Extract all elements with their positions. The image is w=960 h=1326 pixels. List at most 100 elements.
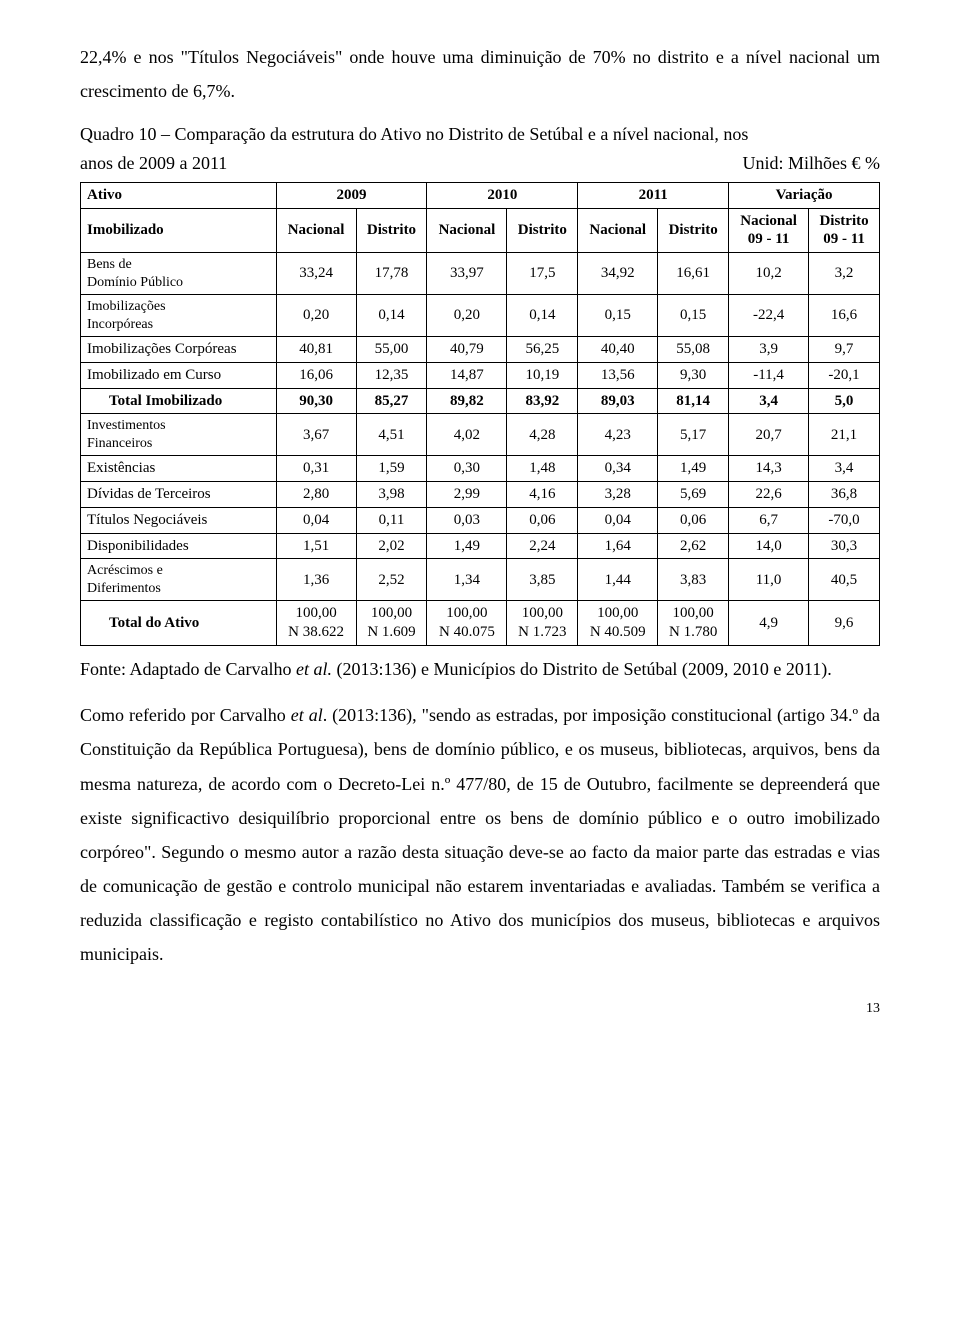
fonte-prefix: Fonte: Adaptado de Carvalho [80,659,296,679]
row-label: Bens deDomínio Público [81,253,277,295]
row-label: Total Imobilizado [81,388,277,414]
cell: 0,11 [356,507,427,533]
cell: 0,30 [427,456,507,482]
body-paragraph: Como referido por Carvalho et al. (2013:… [80,698,880,972]
cell: 0,15 [578,295,658,337]
cell: 40,81 [276,337,356,363]
h-nac-0911: Nacional09 - 11 [729,208,809,253]
cell: 1,49 [427,533,507,559]
page-number: 13 [80,996,880,1023]
cell: 0,20 [276,295,356,337]
body-etal: et al [291,705,323,725]
cell: 2,02 [356,533,427,559]
cell: 1,48 [507,456,578,482]
cell: 83,92 [507,388,578,414]
cell: 14,0 [729,533,809,559]
cell: 17,5 [507,253,578,295]
table-row: ImobilizaçõesIncorpóreas0,200,140,200,14… [81,295,880,337]
cell: 16,06 [276,362,356,388]
cell: 4,9 [729,601,809,646]
cell: 1,49 [658,456,729,482]
h-nac-3: Nacional [578,208,658,253]
cell: 0,04 [276,507,356,533]
cell: 40,5 [809,559,880,601]
cell: 4,23 [578,414,658,456]
cell: 100,00N 40.075 [427,601,507,646]
cell: 5,69 [658,482,729,508]
cell: 13,56 [578,362,658,388]
cell: 4,51 [356,414,427,456]
cell: 100,00N 38.622 [276,601,356,646]
h-2009: 2009 [276,182,427,208]
h-2010: 2010 [427,182,578,208]
cell: 12,35 [356,362,427,388]
row-label: Total do Ativo [81,601,277,646]
table-row: Total Imobilizado90,3085,2789,8283,9289,… [81,388,880,414]
cell: 100,00N 1.723 [507,601,578,646]
row-label: Imobilizações Corpóreas [81,337,277,363]
cell: 3,4 [729,388,809,414]
cell: 0,04 [578,507,658,533]
cell: 0,34 [578,456,658,482]
cell: 55,00 [356,337,427,363]
h-dis-0911: Distrito09 - 11 [809,208,880,253]
cell: 100,00N 40.509 [578,601,658,646]
h-variacao: Variação [729,182,880,208]
cell: 5,0 [809,388,880,414]
cell: 2,62 [658,533,729,559]
cell: 11,0 [729,559,809,601]
cell: 6,7 [729,507,809,533]
table-row: Títulos Negociáveis0,040,110,030,060,040… [81,507,880,533]
table-row: InvestimentosFinanceiros3,674,514,024,28… [81,414,880,456]
row-label: Disponibilidades [81,533,277,559]
row-label: Dívidas de Terceiros [81,482,277,508]
body-prefix: Como referido por Carvalho [80,705,291,725]
table-row-total: Total do Ativo100,00N 38.622100,00N 1.60… [81,601,880,646]
cell: 4,28 [507,414,578,456]
table-caption-line1: Quadro 10 – Comparação da estrutura do A… [80,124,748,144]
cell: 1,51 [276,533,356,559]
cell: 40,40 [578,337,658,363]
cell: 2,99 [427,482,507,508]
body-rest: . (2013:136), "sendo as estradas, por im… [80,705,880,964]
fonte-rest: (2013:136) e Municípios do Distrito de S… [332,659,832,679]
cell: 1,59 [356,456,427,482]
cell: 17,78 [356,253,427,295]
row-label: Existências [81,456,277,482]
table-unit: Unid: Milhões € % [743,149,881,178]
cell: 89,03 [578,388,658,414]
cell: 16,61 [658,253,729,295]
cell: 21,1 [809,414,880,456]
cell: 9,6 [809,601,880,646]
cell: 33,24 [276,253,356,295]
cell: 22,6 [729,482,809,508]
cell: 1,34 [427,559,507,601]
cell: 10,19 [507,362,578,388]
table-row: Dívidas de Terceiros2,803,982,994,163,28… [81,482,880,508]
cell: 9,30 [658,362,729,388]
cell: 33,97 [427,253,507,295]
cell: 89,82 [427,388,507,414]
cell: 0,20 [427,295,507,337]
cell: 3,98 [356,482,427,508]
table-row: Acréscimos eDiferimentos1,362,521,343,85… [81,559,880,601]
cell: 3,83 [658,559,729,601]
cell: 0,03 [427,507,507,533]
cell: 14,3 [729,456,809,482]
cell: 20,7 [729,414,809,456]
row-label: Imobilizado em Curso [81,362,277,388]
cell: 40,79 [427,337,507,363]
cell: 0,14 [356,295,427,337]
header-row-2: Imobilizado Nacional Distrito Nacional D… [81,208,880,253]
cell: 3,67 [276,414,356,456]
cell: 2,80 [276,482,356,508]
cell: 2,24 [507,533,578,559]
cell: 3,9 [729,337,809,363]
cell: 0,06 [658,507,729,533]
table-row: Disponibilidades1,512,021,492,241,642,62… [81,533,880,559]
cell: 3,2 [809,253,880,295]
cell: -70,0 [809,507,880,533]
table-row: Bens deDomínio Público33,2417,7833,9717,… [81,253,880,295]
cell: -20,1 [809,362,880,388]
cell: 0,15 [658,295,729,337]
